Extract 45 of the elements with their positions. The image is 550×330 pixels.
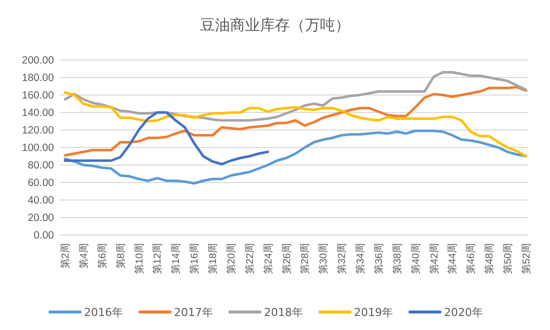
x-tick-label: 第26周 [280, 243, 293, 274]
y-tick-label: 180.00 [22, 72, 54, 84]
x-tick-label: 第16周 [188, 243, 201, 274]
x-tick-label: 第24周 [262, 243, 274, 274]
y-tick-label: 160.00 [22, 89, 54, 102]
x-tick-label: 第2周 [60, 243, 72, 269]
legend-label: 2018年 [264, 306, 303, 319]
x-tick-label: 第34周 [354, 243, 367, 274]
line-series [64, 130, 528, 185]
x-tick-label: 第22周 [244, 243, 256, 274]
y-tick-label: 80.00 [28, 159, 54, 172]
x-tick-label: 第38周 [391, 243, 404, 274]
x-tick-label: 第32周 [336, 243, 348, 274]
legend-label: 2016年 [84, 306, 123, 319]
x-tick-label: 第18周 [207, 243, 220, 274]
legend-label: 2017年 [174, 306, 213, 319]
line-series [64, 111, 270, 166]
x-tick-label: 第40周 [410, 243, 422, 274]
x-tick-label: 第4周 [78, 243, 90, 269]
legend-label: 2019年 [354, 306, 393, 319]
x-tick-label: 第36周 [372, 243, 385, 274]
y-tick-label: 0.00 [34, 229, 54, 242]
chart-title: 豆油商业库存（万吨） [200, 16, 350, 34]
x-tick-label: 第6周 [96, 243, 108, 269]
x-tick-label: 第8周 [114, 243, 127, 269]
x-tick-label: 第52周 [520, 243, 532, 274]
x-tick-label: 第10周 [133, 243, 146, 274]
x-tick-label: 第46周 [465, 243, 478, 274]
y-tick-label: 120.00 [22, 124, 54, 136]
y-tick-label: 40.00 [28, 194, 54, 206]
x-tick-label: 第12周 [152, 243, 164, 274]
x-tick-label: 第30周 [318, 243, 330, 274]
y-tick-label: 140.00 [22, 106, 54, 119]
y-tick-label: 200.00 [22, 54, 54, 66]
y-tick-label: 20.00 [28, 212, 54, 224]
y-tick-label: 100.00 [22, 142, 54, 154]
x-tick-label: 第42周 [428, 243, 440, 274]
legend-label: 2020年 [444, 306, 483, 319]
x-tick-label: 第48周 [484, 243, 496, 274]
x-tick-label: 第20周 [225, 243, 238, 274]
x-tick-label: 第14周 [170, 243, 182, 274]
x-tick-label: 第28周 [299, 243, 312, 274]
x-tick-label: 第44周 [446, 243, 459, 274]
x-tick-label: 第50周 [502, 243, 514, 274]
y-tick-label: 60.00 [28, 176, 54, 189]
